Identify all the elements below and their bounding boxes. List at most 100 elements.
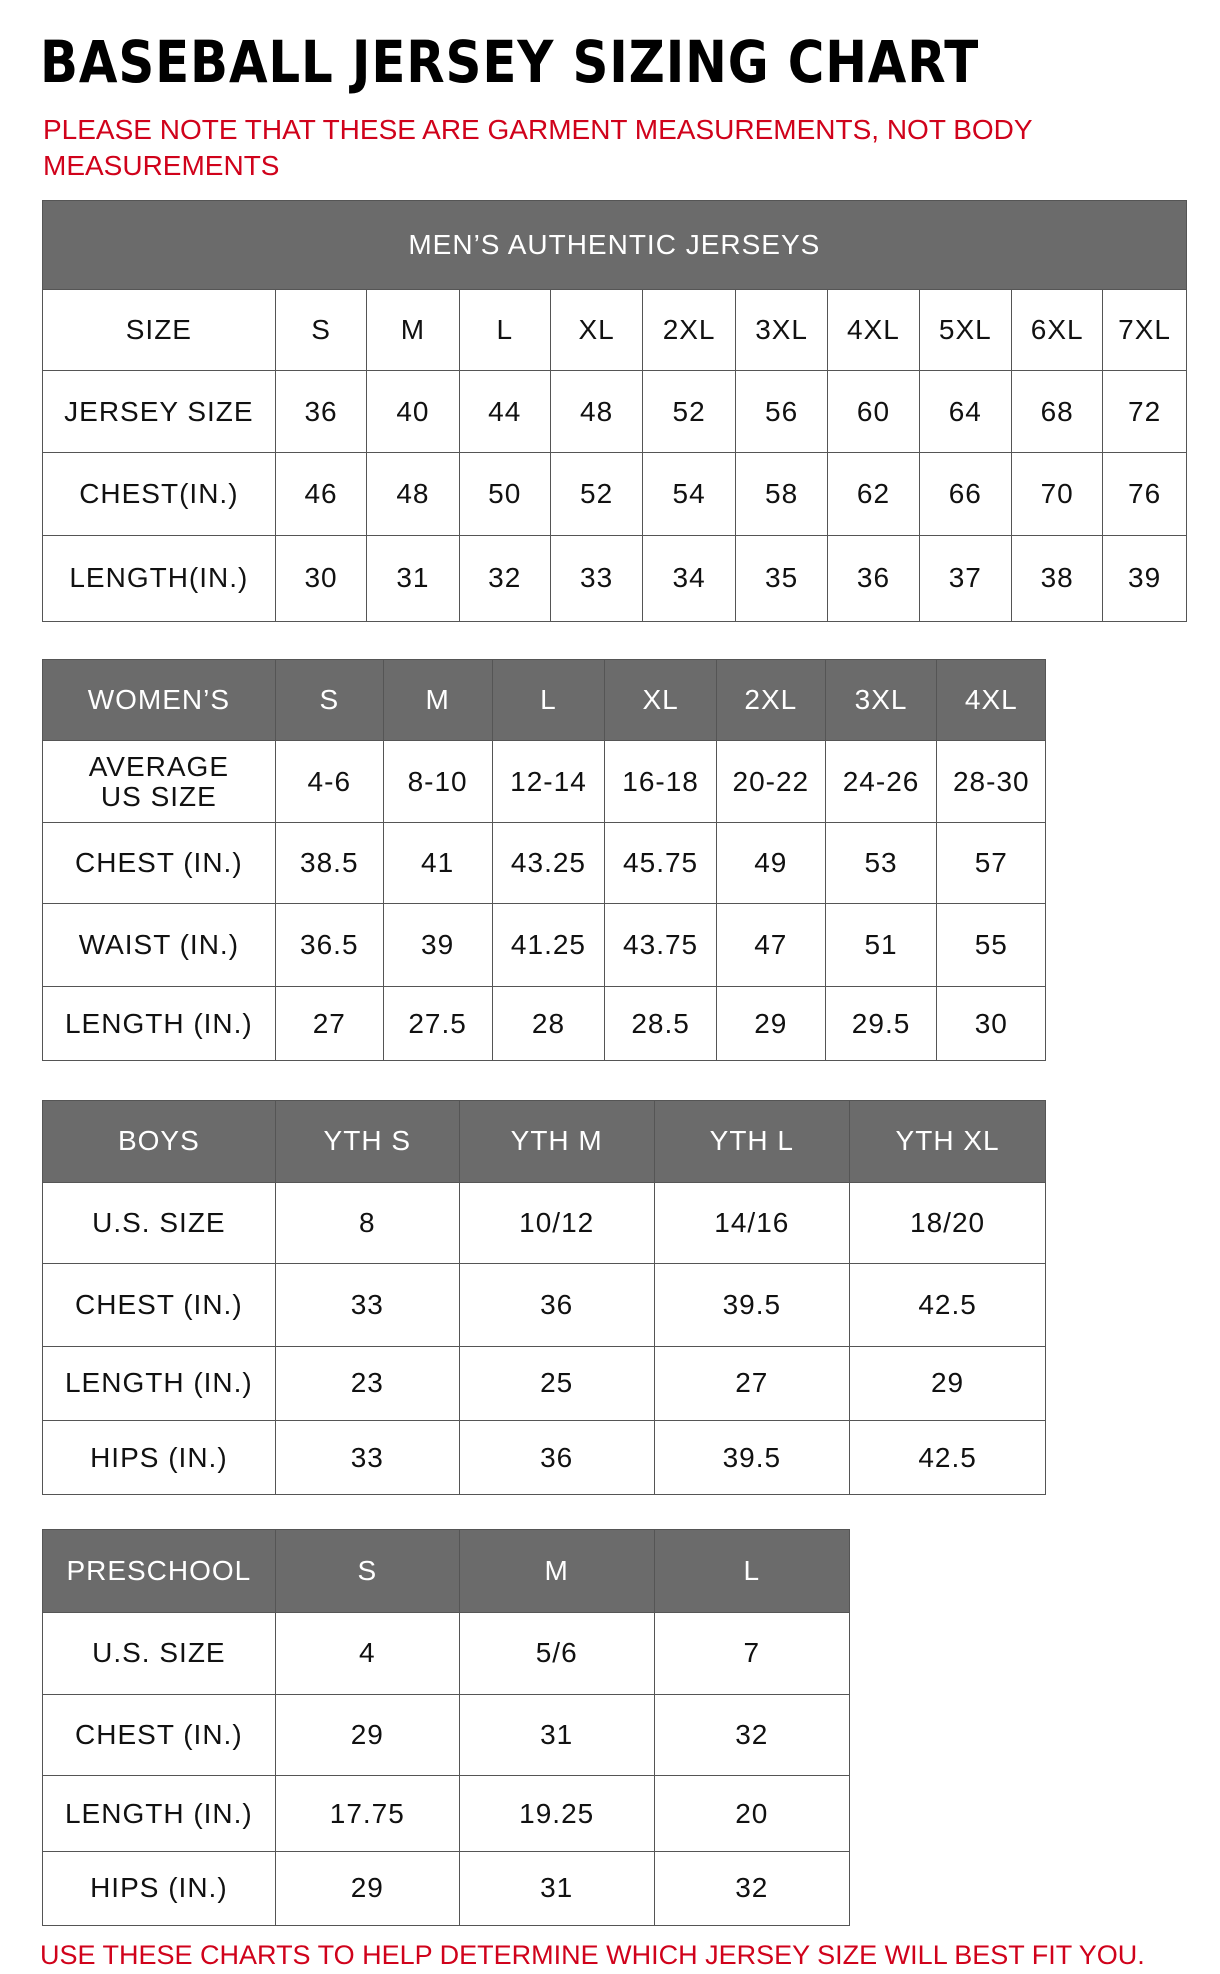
table-cell: 41 xyxy=(382,822,493,905)
table-cell: 25 xyxy=(458,1345,655,1422)
table-cell: 8-10 xyxy=(382,739,493,824)
table-cell: 27.5 xyxy=(382,985,493,1062)
table-cell: 20-22 xyxy=(715,739,826,824)
header-cell: XL xyxy=(549,288,644,371)
table-cell: 29 xyxy=(848,1345,1047,1422)
header-cell: SIZE xyxy=(41,288,276,371)
note: PLEASE NOTE THAT THESE ARE GARMENT MEASU… xyxy=(43,114,1033,181)
row-label: HIPS (IN.) xyxy=(41,1851,276,1926)
header-cell: S xyxy=(274,1529,460,1613)
table-cell: 16-18 xyxy=(604,739,717,824)
table-cell: 8 xyxy=(274,1182,460,1265)
table-cell: 32 xyxy=(653,1693,850,1777)
title: BASEBALL JERSEY SIZING CHART xyxy=(40,28,980,96)
table-cell: 36 xyxy=(827,534,920,622)
row-label: LENGTH(IN.) xyxy=(41,534,276,622)
header-cell: 6XL xyxy=(1011,288,1104,371)
table-cell: 44 xyxy=(458,369,551,454)
table-cell: 20 xyxy=(653,1775,850,1853)
header-cell: 2XL xyxy=(642,288,736,371)
table-cell: 54 xyxy=(642,452,736,536)
table-cell: 36 xyxy=(458,1420,655,1495)
table-cell: 52 xyxy=(549,452,644,536)
table-cell: 52 xyxy=(642,369,736,454)
table-cell: 37 xyxy=(918,534,1013,622)
table-cell: 72 xyxy=(1102,369,1187,454)
row-label: LENGTH (IN.) xyxy=(41,985,276,1062)
table-cell: 56 xyxy=(734,369,829,454)
table-cell: 51 xyxy=(824,903,938,987)
table-cell: 40 xyxy=(366,369,460,454)
table-cell: 4-6 xyxy=(274,739,384,824)
table-cell: 27 xyxy=(653,1345,850,1422)
header-cell: M xyxy=(382,658,493,741)
table-cell: 47 xyxy=(715,903,826,987)
header-cell: PRESCHOOL xyxy=(41,1529,276,1613)
table-cell: 55 xyxy=(936,903,1047,987)
header-cell: 3XL xyxy=(824,658,938,741)
table-cell: 28 xyxy=(491,985,606,1062)
table-cell: 7 xyxy=(653,1611,850,1695)
header-cell: XL xyxy=(604,658,717,741)
table-cell: 36.5 xyxy=(274,903,384,987)
table-cell: 60 xyxy=(827,369,920,454)
row-label: CHEST (IN.) xyxy=(41,822,276,905)
row-label: U.S. SIZE xyxy=(41,1611,276,1695)
footer: USE THESE CHARTS TO HELP DETERMINE WHICH… xyxy=(40,1940,1145,1970)
table-cell: 50 xyxy=(458,452,551,536)
table-cell: 36 xyxy=(274,369,368,454)
header-cell: YTH L xyxy=(653,1099,850,1184)
table-cell: 24-26 xyxy=(824,739,938,824)
header-cell: 5XL xyxy=(918,288,1013,371)
header-cell: 7XL xyxy=(1102,288,1187,371)
row-label: LENGTH (IN.) xyxy=(41,1775,276,1853)
header-cell: WOMEN’S xyxy=(41,658,276,741)
table-cell: 29 xyxy=(274,1851,460,1926)
row-label: LENGTH (IN.) xyxy=(41,1345,276,1422)
table-cell: 19.25 xyxy=(458,1775,655,1853)
table-cell: 14/16 xyxy=(653,1182,850,1265)
table-cell: 66 xyxy=(918,452,1013,536)
table-cell: 68 xyxy=(1011,369,1104,454)
table-cell: 39.5 xyxy=(653,1420,850,1495)
row-label: AVERAGE US SIZE xyxy=(41,739,276,824)
table-cell: 4 xyxy=(274,1611,460,1695)
header-cell: YTH S xyxy=(274,1099,460,1184)
row-label: CHEST (IN.) xyxy=(41,1693,276,1777)
table-cell: 28.5 xyxy=(604,985,717,1062)
table-cell: 39.5 xyxy=(653,1263,850,1347)
table-cell: 39 xyxy=(1102,534,1187,622)
table-cell: 33 xyxy=(274,1420,460,1495)
row-label: CHEST(IN.) xyxy=(41,452,276,536)
table-cell: 32 xyxy=(653,1851,850,1926)
table-cell: 46 xyxy=(274,452,368,536)
table-cell: 64 xyxy=(918,369,1013,454)
table-cell: 58 xyxy=(734,452,829,536)
table-cell: 5/6 xyxy=(458,1611,655,1695)
table-cell: 18/20 xyxy=(848,1182,1047,1265)
table-cell: 42.5 xyxy=(848,1420,1047,1495)
header-cell: YTH XL xyxy=(848,1099,1047,1184)
table-cell: 38.5 xyxy=(274,822,384,905)
header-cell: L xyxy=(653,1529,850,1613)
header-cell: 2XL xyxy=(715,658,826,741)
row-label: WAIST (IN.) xyxy=(41,903,276,987)
table-cell: 48 xyxy=(549,369,644,454)
table-cell: 31 xyxy=(458,1693,655,1777)
row-label: HIPS (IN.) xyxy=(41,1420,276,1495)
table-cell: 70 xyxy=(1011,452,1104,536)
table-cell: 12-14 xyxy=(491,739,606,824)
row-label: U.S. SIZE xyxy=(41,1182,276,1265)
header-cell: M xyxy=(458,1529,655,1613)
row-label: JERSEY SIZE xyxy=(41,369,276,454)
table-cell: 34 xyxy=(642,534,736,622)
table-cell: 33 xyxy=(549,534,644,622)
table-cell: 41.25 xyxy=(491,903,606,987)
table-cell: 30 xyxy=(274,534,368,622)
header-cell: S xyxy=(274,658,384,741)
table-cell: 48 xyxy=(366,452,460,536)
table-cell: 36 xyxy=(458,1263,655,1347)
header-cell: 4XL xyxy=(936,658,1047,741)
table-cell: 29 xyxy=(274,1693,460,1777)
